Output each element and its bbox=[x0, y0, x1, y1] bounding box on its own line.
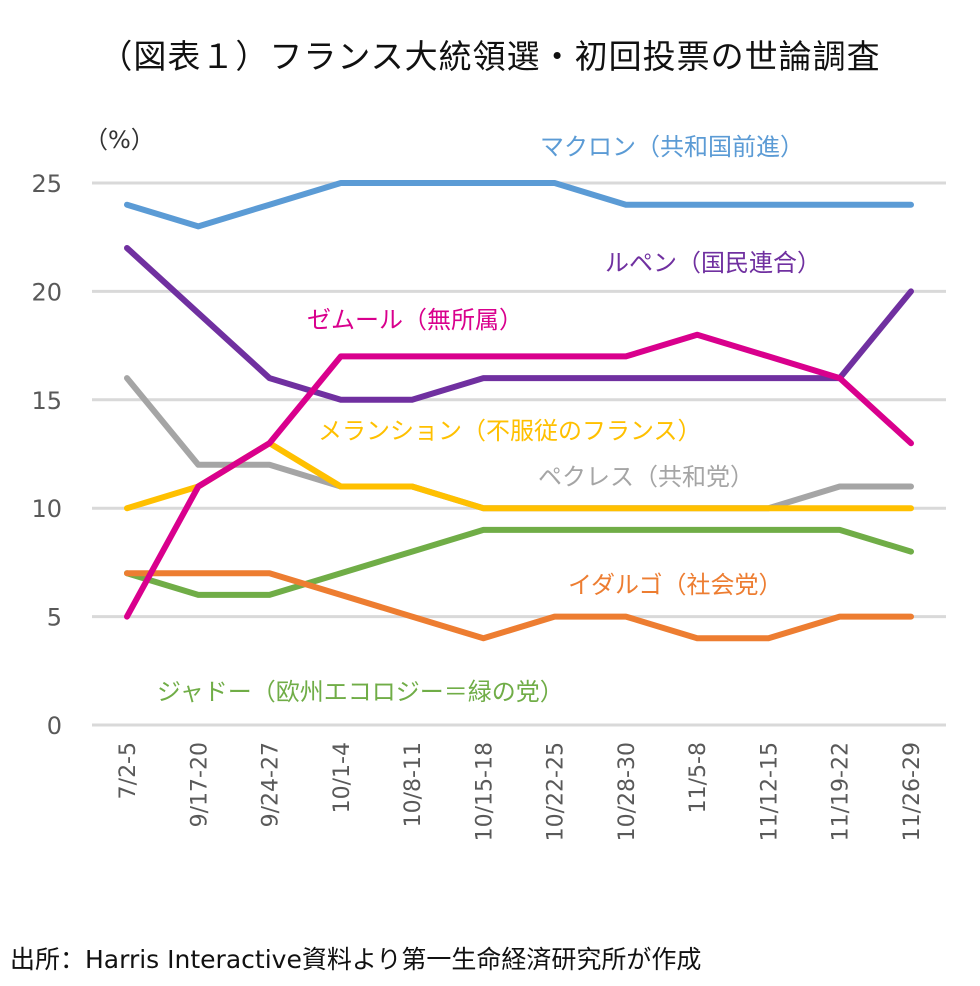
series-line-0 bbox=[124, 180, 914, 230]
y-tick-label: 5 bbox=[47, 604, 62, 632]
series-line-1 bbox=[124, 245, 914, 403]
x-tick-label: 10/15-18 bbox=[472, 742, 497, 841]
series-line-2 bbox=[124, 331, 914, 620]
series-lines bbox=[124, 180, 914, 642]
x-tick-label: 11/19-22 bbox=[829, 742, 854, 841]
y-tick-label: 10 bbox=[31, 495, 62, 523]
source-note: 出所：Harris Interactive資料より第一生命経済研究所が作成 bbox=[10, 945, 702, 974]
x-tick-label: 10/8-11 bbox=[401, 742, 426, 827]
series-label: マクロン（共和国前進） bbox=[540, 133, 804, 161]
x-tick-label: 11/26-29 bbox=[900, 742, 925, 841]
x-tick-label: 7/2-5 bbox=[116, 742, 141, 799]
x-axis-ticks: 7/2-5 9/17-20 9/24-27 10/1-4 10/8-11 10/15-18… bbox=[116, 742, 925, 841]
x-tick-label: 10/1-4 bbox=[330, 742, 355, 813]
y-tick-label: 25 bbox=[31, 170, 62, 198]
y-axis-unit: （%） bbox=[84, 126, 155, 154]
series-line-5 bbox=[124, 526, 914, 598]
chart-title: （図表１）フランス大統領選・初回投票の世論調査 bbox=[99, 37, 881, 76]
series-label: イダルゴ（社会党） bbox=[568, 571, 783, 599]
x-tick-label: 11/12-15 bbox=[757, 742, 782, 841]
series-labels: マクロン（共和国前進） ルペン（国民連合） ゼムール（無所属） ペクレス（共和党） メラ… bbox=[157, 133, 821, 706]
y-tick-label: 0 bbox=[47, 712, 62, 740]
y-tick-label: 15 bbox=[31, 387, 62, 415]
x-tick-label: 9/24-27 bbox=[259, 742, 284, 827]
series-label: ジャドー（欧州エコロジー＝緑の党） bbox=[157, 678, 564, 706]
y-axis-ticks: 0 5 10 15 20 25 bbox=[31, 170, 62, 740]
series-label: ペクレス（共和党） bbox=[538, 463, 754, 491]
y-tick-label: 20 bbox=[31, 278, 62, 306]
series-label: ゼムール（無所属） bbox=[307, 306, 523, 334]
x-tick-label: 10/28-30 bbox=[615, 742, 640, 841]
series-label: メランション（不服従のフランス） bbox=[318, 417, 702, 445]
x-tick-label: 9/17-20 bbox=[187, 742, 212, 827]
x-tick-label: 11/5-8 bbox=[686, 742, 711, 813]
series-line-6 bbox=[124, 570, 914, 642]
series-label: ルペン（国民連合） bbox=[605, 249, 821, 277]
x-tick-label: 10/22-25 bbox=[544, 742, 569, 841]
